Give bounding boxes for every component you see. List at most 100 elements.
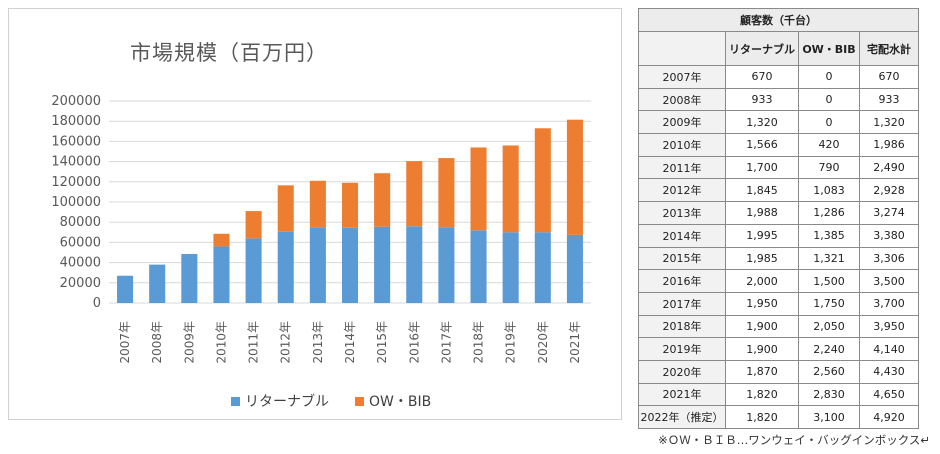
y-tick-label: 60000 (60, 235, 101, 250)
table-cell: 0 (798, 65, 860, 89)
table-row-year: 2013年 (638, 201, 726, 225)
table-row-year: 2009年 (638, 110, 726, 135)
table-row: 2008年 933 0 933 (638, 87, 919, 112)
table-row: 2014年 1,995 1,385 3,380 (638, 223, 919, 248)
x-tick-label: 2008年 (150, 321, 164, 364)
table-cell: 420 (798, 133, 860, 157)
x-tick-label: 2009年 (182, 321, 196, 364)
table-cell: 790 (798, 155, 860, 180)
bar-returnable (374, 226, 391, 303)
table-cell: 1,870 (725, 359, 799, 384)
bar-owbib (245, 211, 262, 239)
table-cell: 1,988 (725, 201, 799, 225)
table-row: 2013年 1,988 1,286 3,274 (638, 201, 919, 225)
bar-owbib (213, 233, 230, 247)
table-cell: 2,560 (798, 359, 860, 384)
bar-owbib (566, 119, 583, 235)
x-tick-label: 2015年 (375, 321, 389, 364)
table-row-year: 2015年 (638, 246, 726, 271)
bar-returnable (534, 232, 551, 303)
bar-returnable (149, 264, 166, 303)
bar-returnable (213, 246, 230, 303)
table-cell: 933 (859, 87, 919, 112)
bar-returnable (502, 232, 519, 303)
table-cell: 4,920 (859, 405, 919, 429)
table-row-year: 2008年 (638, 87, 726, 112)
table-cell: 670 (725, 65, 799, 89)
table-cell: 0 (798, 110, 860, 135)
table-cell: 1,700 (725, 155, 799, 180)
x-tick-label: 2016年 (407, 321, 421, 364)
bar-owbib (309, 180, 326, 228)
x-tick-label: 2013年 (311, 321, 325, 364)
table-cell: 4,430 (859, 359, 919, 384)
table-row: 2017年 1,950 1,750 3,700 (638, 291, 919, 316)
bar-owbib (277, 185, 294, 232)
table-cell: 3,700 (859, 291, 919, 316)
bar-returnable (341, 227, 359, 303)
table-cell: 2,928 (859, 178, 919, 203)
table-row: 2022年（推定） 1,820 3,100 4,920 (638, 405, 919, 429)
table-cell: 3,306 (859, 246, 919, 271)
bar-owbib (502, 145, 519, 233)
x-tick-label: 2014年 (343, 321, 357, 364)
table-row: 2020年 1,870 2,560 4,430 (638, 359, 919, 384)
table-cell: 1,986 (859, 133, 919, 157)
table-cell: 3,380 (859, 223, 919, 248)
table-row-year: 2011年 (638, 155, 726, 180)
bar-returnable (566, 234, 583, 303)
table-cell: 2,050 (798, 314, 860, 339)
table-row: 2010年 1,566 420 1,986 (638, 133, 919, 157)
table-header-total: 宅配水計 (859, 31, 919, 66)
table-cell: 1,320 (725, 110, 799, 135)
table-cell: 1,321 (798, 246, 860, 271)
x-tick-label: 2010年 (214, 321, 228, 364)
bar-owbib (406, 161, 423, 227)
table-cell: 1,500 (798, 269, 860, 293)
legend-label-owbib: OW・BIB (369, 394, 432, 410)
table-cell: 1,385 (798, 223, 860, 248)
legend-swatch-returnable (231, 396, 240, 406)
table-row: 2009年 1,320 0 1,320 (638, 110, 919, 135)
table-cell: 2,830 (798, 382, 860, 407)
table-row-year: 2012年 (638, 178, 726, 203)
table-header-year (638, 31, 726, 66)
table-cell: 1,286 (798, 201, 860, 225)
chart-title: 市場規模（百万円） (130, 41, 328, 65)
legend-item-owbib: OW・BIB (355, 391, 431, 411)
table-cell: 2,240 (798, 337, 860, 361)
table-cell: 1,750 (798, 291, 860, 316)
y-tick-label: 140000 (51, 155, 101, 170)
table-cell: 1,320 (859, 110, 919, 135)
x-tick-label: 2007年 (118, 321, 132, 364)
table-row: 2011年 1,700 790 2,490 (638, 155, 919, 180)
table-cell: 2,000 (725, 269, 799, 293)
customer-count-table: 顧客数（千台） リターナブル OW・BIB 宅配水計 2007年 670 0 670 2… (638, 8, 919, 429)
table-row: 2018年 1,900 2,050 3,950 (638, 314, 919, 339)
table-cell: 1,900 (725, 337, 799, 361)
x-tick-label: 2017年 (439, 321, 453, 364)
table-row: 2012年 1,845 1,083 2,928 (638, 178, 919, 203)
y-tick-label: 20000 (60, 276, 101, 291)
bar-returnable (438, 227, 455, 303)
table-cell: 4,140 (859, 337, 919, 361)
table-cell: 1,820 (725, 382, 799, 407)
bar-owbib (374, 173, 391, 227)
footnote: ※ＯＷ・ＢＩＢ…ワンウェイ・バッグインボックス↵ (658, 433, 930, 447)
table-cell: 4,650 (859, 382, 919, 407)
table-cell: 1,985 (725, 246, 799, 271)
table-cell: 1,900 (725, 314, 799, 339)
table-row-year: 2016年 (638, 269, 726, 293)
y-tick-label: 80000 (60, 215, 101, 230)
x-tick-label: 2018年 (472, 321, 486, 364)
chart-panel: 市場規模（百万円） 200000 180000 160000 140000 120000… (8, 8, 622, 420)
table-cell: 3,950 (859, 314, 919, 339)
bar-returnable (406, 226, 423, 303)
x-tick-label: 2019年 (504, 321, 518, 364)
table-cell: 1,083 (798, 178, 860, 203)
bar-chart: 2000001800001600001400001200001000008000… (51, 94, 591, 364)
bar-returnable (245, 238, 262, 303)
legend-label-returnable: リターナブル (245, 394, 329, 410)
y-tick-label: 40000 (60, 256, 101, 271)
table-cell: 0 (798, 87, 860, 112)
